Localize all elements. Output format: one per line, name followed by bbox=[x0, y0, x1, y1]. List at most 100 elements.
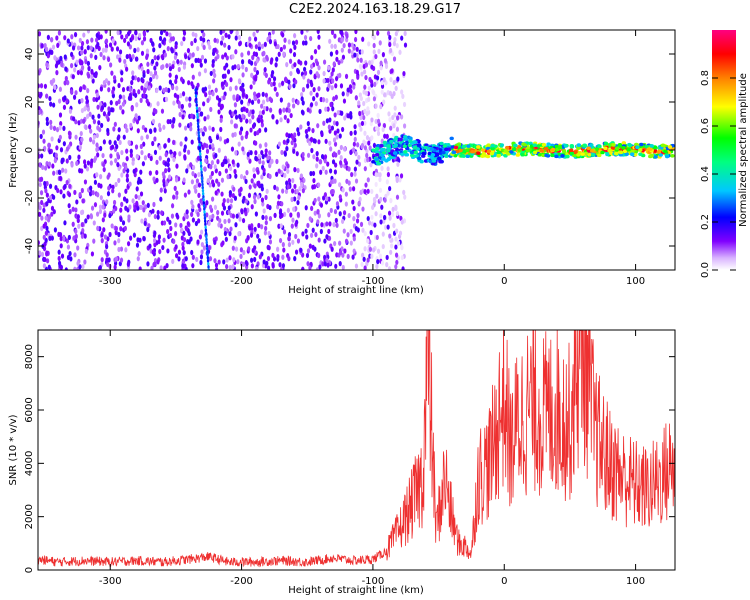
heatmap-cell bbox=[141, 161, 145, 167]
heatmap-cell bbox=[355, 159, 359, 165]
heatmap-cell bbox=[87, 65, 91, 72]
heatmap-cell bbox=[340, 47, 344, 53]
heatmap-cell bbox=[166, 162, 170, 168]
heatmap-cell bbox=[370, 188, 374, 195]
heatmap-cell bbox=[281, 254, 285, 260]
colorbar-tick-label: 0.8 bbox=[700, 70, 711, 86]
heatmap-cell bbox=[458, 148, 463, 153]
heatmap-cell bbox=[316, 123, 320, 129]
heatmap-cell bbox=[80, 187, 84, 194]
heatmap-cell bbox=[249, 127, 253, 133]
heatmap-cell bbox=[141, 124, 145, 131]
heatmap-cell bbox=[104, 30, 108, 34]
heatmap-cell bbox=[366, 238, 370, 244]
heatmap-cell bbox=[341, 91, 345, 97]
heatmap-cell bbox=[238, 130, 243, 136]
heatmap-cell bbox=[341, 126, 345, 133]
heatmap-cell bbox=[281, 80, 285, 86]
heatmap-cell bbox=[45, 62, 49, 68]
heatmap-cell bbox=[603, 141, 609, 146]
heatmap-cell bbox=[84, 248, 89, 255]
heatmap-cell bbox=[213, 239, 217, 246]
heatmap-cell bbox=[253, 256, 257, 263]
heatmap-cell bbox=[390, 68, 394, 74]
heatmap-cell bbox=[82, 32, 86, 38]
heatmap-cell bbox=[131, 70, 135, 76]
heatmap-cell bbox=[199, 259, 203, 266]
heatmap-cell bbox=[91, 190, 95, 196]
heatmap-cell bbox=[253, 36, 258, 42]
heatmap-cell bbox=[177, 249, 182, 255]
heatmap-cell bbox=[251, 109, 255, 115]
heatmap-cell bbox=[290, 140, 294, 146]
heatmap-cell bbox=[131, 54, 135, 60]
chart-title: C2E2.2024.163.18.29.G17 bbox=[288, 2, 462, 17]
heatmap-cell bbox=[301, 100, 305, 106]
heatmap-cell bbox=[256, 194, 260, 200]
heatmap-cell bbox=[366, 215, 370, 222]
heatmap-cell bbox=[39, 133, 43, 140]
heatmap-cell bbox=[102, 227, 106, 233]
heatmap-cell bbox=[470, 149, 475, 154]
heatmap-cell bbox=[580, 152, 585, 156]
heatmap-cell bbox=[188, 96, 192, 102]
heatmap-cell bbox=[328, 117, 332, 123]
heatmap-cell bbox=[112, 208, 116, 214]
heatmap-cell bbox=[275, 119, 279, 125]
heatmap-cell bbox=[400, 152, 405, 156]
heatmap-cell bbox=[353, 36, 358, 43]
heatmap-cell bbox=[613, 151, 619, 156]
heatmap-cell bbox=[64, 75, 68, 82]
heatmap-cell bbox=[157, 234, 161, 240]
heatmap-cell bbox=[175, 190, 179, 196]
heatmap-cell bbox=[95, 146, 99, 153]
heatmap-cell bbox=[260, 186, 264, 192]
heatmap-cell bbox=[105, 199, 109, 205]
heatmap-cell bbox=[382, 214, 387, 221]
heatmap-cell bbox=[146, 226, 150, 233]
heatmap-cell bbox=[287, 102, 291, 108]
heatmap-cell bbox=[568, 148, 574, 153]
heatmap-cell bbox=[664, 154, 670, 159]
heatmap-cell bbox=[393, 119, 397, 125]
heatmap-cell bbox=[247, 192, 252, 199]
heatmap-cell bbox=[92, 119, 97, 125]
heatmap-cell bbox=[300, 91, 304, 98]
heatmap-cell bbox=[403, 194, 407, 200]
heatmap-cell bbox=[265, 97, 270, 103]
heatmap-cell bbox=[254, 211, 258, 217]
heatmap-cell bbox=[201, 179, 204, 184]
heatmap-cell bbox=[149, 155, 153, 162]
heatmap-cell bbox=[174, 44, 178, 50]
heatmap-cell bbox=[322, 222, 326, 228]
heatmap-cell bbox=[590, 149, 595, 153]
heatmap-cell bbox=[281, 263, 286, 269]
heatmap-cell bbox=[197, 133, 201, 138]
heatmap-cell bbox=[191, 263, 195, 269]
heatmap-cell bbox=[278, 262, 282, 268]
heatmap-cell bbox=[132, 168, 136, 174]
heatmap-cell bbox=[199, 164, 203, 169]
heatmap-cell bbox=[241, 217, 246, 224]
heatmap-cell bbox=[353, 171, 357, 177]
heatmap-cell bbox=[112, 75, 117, 81]
heatmap-cell bbox=[367, 85, 371, 91]
heatmap-cell bbox=[140, 66, 144, 72]
heatmap-cell bbox=[281, 188, 285, 194]
heatmap-cell bbox=[104, 78, 109, 84]
heatmap-cell bbox=[393, 112, 397, 118]
heatmap-cell bbox=[179, 222, 183, 229]
heatmap-cell bbox=[195, 106, 199, 111]
heatmap-cell bbox=[352, 205, 356, 212]
heatmap-cell bbox=[121, 220, 126, 226]
heatmap-cell bbox=[142, 141, 146, 147]
heatmap-cell bbox=[311, 170, 316, 177]
heatmap-cell bbox=[127, 217, 131, 223]
heatmap-cell bbox=[309, 69, 313, 75]
heatmap-cell bbox=[264, 148, 268, 154]
heatmap-cell bbox=[223, 218, 227, 225]
heatmap-cell bbox=[371, 33, 375, 39]
heatmap-cell bbox=[110, 223, 114, 229]
heatmap-cell bbox=[200, 170, 203, 175]
